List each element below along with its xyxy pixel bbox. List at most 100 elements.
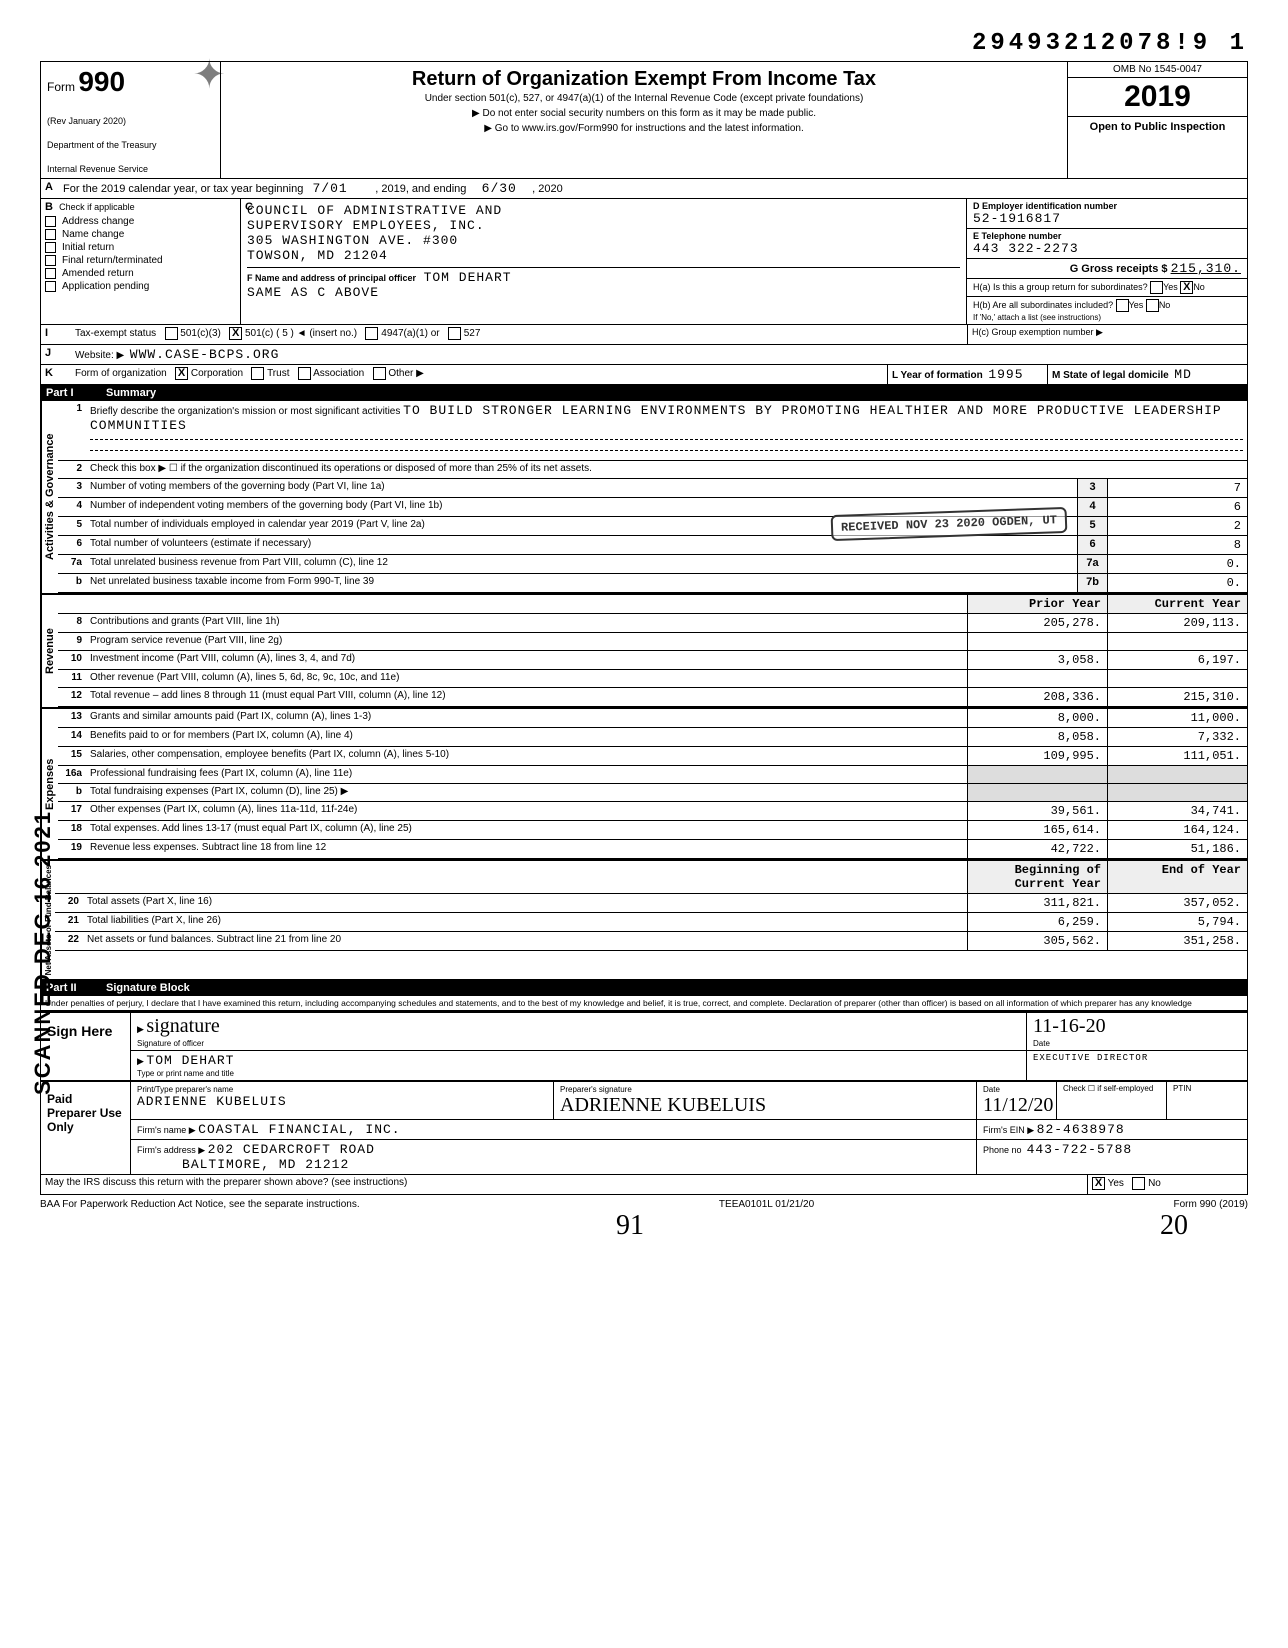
officer-signature: signature [146,1015,219,1037]
line-b-desc: Total fundraising expenses (Part IX, col… [86,784,967,801]
line-7a-cell: 7a [1077,555,1107,573]
firm-addr-label: Firm's address ▶ [137,1145,205,1155]
instruction-line-1: ▶ Do not enter social security numbers o… [229,108,1059,119]
org-addr-2: TOWSON, MD 21204 [247,248,960,263]
label-c: C [245,201,253,213]
ha-yes: Yes [1163,282,1178,292]
firm-addr-1: 202 CEDARCROFT ROAD [208,1142,375,1157]
dept-treasury: Department of the Treasury [47,140,214,150]
checkbox-initial-return[interactable] [45,242,56,253]
label-e: E Telephone number [973,231,1241,241]
line-12-prior: 208,336. [967,688,1107,706]
part-1-title: Summary [106,387,156,399]
part-2-title: Signature Block [106,982,190,994]
hb-no: No [1159,300,1171,310]
ptin-label: PTIN [1167,1082,1247,1119]
line-21-desc: Total liabilities (Part X, line 26) [83,913,967,931]
paid-preparer-block: Paid Preparer Use Only Print/Type prepar… [40,1081,1248,1175]
mission-label: Briefly describe the organization's miss… [90,406,400,417]
yof: 1995 [988,367,1023,382]
line-9-prior [967,633,1107,650]
form-of-org-label: Form of organization [75,368,167,379]
label-j: J [41,345,71,364]
line-17-current: 34,741. [1107,802,1247,820]
cb-trust[interactable] [251,367,264,380]
line-9-desc: Program service revenue (Part VIII, line… [86,633,967,650]
ha-yes-box[interactable] [1150,281,1163,294]
line-1-num: 1 [58,401,86,460]
ha-no-box[interactable]: X [1180,281,1193,294]
dom-label: M State of legal domicile [1052,370,1169,381]
cb-501c[interactable]: X [229,327,242,340]
cb-assoc[interactable] [298,367,311,380]
line-15-current: 111,051. [1107,747,1247,765]
discuss-yes-box[interactable]: X [1092,1177,1105,1190]
line-16a-prior [967,766,1107,783]
line-17-num: 17 [58,802,86,820]
cb-label-4: Amended return [62,268,134,279]
omb-number: OMB No 1545-0047 [1068,62,1247,78]
line-14-current: 7,332. [1107,728,1247,746]
line-4-val: 6 [1107,498,1247,516]
baa-notice: BAA For Paperwork Reduction Act Notice, … [40,1199,360,1210]
opt-527: 527 [464,328,481,339]
line-16a-num: 16a [58,766,86,783]
col-end-year: End of Year [1107,861,1247,893]
checkbox-name-change[interactable] [45,229,56,240]
cb-4947[interactable] [365,327,378,340]
line-8-prior: 205,278. [967,614,1107,632]
line-10-prior: 3,058. [967,651,1107,669]
line-3-cell: 3 [1077,479,1107,497]
check-if-applicable: Check if applicable [59,202,135,212]
label-f: F Name and address of principal officer [247,273,416,283]
self-employed-check: Check ☐ if self-employed [1057,1082,1167,1119]
line-17-desc: Other expenses (Part IX, column (A), lin… [86,802,967,820]
cb-other[interactable] [373,367,386,380]
part-1-num: Part I [46,387,106,399]
line-18-prior: 165,614. [967,821,1107,839]
line-4-cell: 4 [1077,498,1107,516]
line-10-current: 6,197. [1107,651,1247,669]
discuss-no-box[interactable] [1132,1177,1145,1190]
irs-seal-icon: ✦ [192,52,226,98]
instruction-line-2: ▶ Go to www.irs.gov/Form990 for instruct… [229,123,1059,134]
cb-501c3[interactable] [165,327,178,340]
label-d: D Employer identification number [973,201,1241,211]
sign-here-block: Sign Here ▶ signatureSignature of office… [40,1011,1248,1081]
line-17-prior: 39,561. [967,802,1107,820]
checkbox-final-return[interactable] [45,255,56,266]
hb-yes: Yes [1129,300,1144,310]
line-7b-desc: Net unrelated business taxable income fr… [86,574,1077,592]
hb-yes-box[interactable] [1116,299,1129,312]
cb-527[interactable] [448,327,461,340]
form-title: Return of Organization Exempt From Incom… [229,68,1059,91]
checkbox-address-change[interactable] [45,216,56,227]
discuss-question: May the IRS discuss this return with the… [41,1175,1087,1194]
line-20-prior: 311,821. [967,894,1107,912]
cb-corp[interactable]: X [175,367,188,380]
line-7b-cell: 7b [1077,574,1107,592]
line-19-current: 51,186. [1107,840,1247,858]
line-7a-desc: Total unrelated business revenue from Pa… [86,555,1077,573]
hb-no-box[interactable] [1146,299,1159,312]
line-12-current: 215,310. [1107,688,1247,706]
tab-revenue: Revenue [41,595,58,707]
checkbox-application-pending[interactable] [45,281,56,292]
line-b-current [1107,784,1247,801]
line-9-current [1107,633,1247,650]
officer-printed-name: TOM DEHART [146,1053,234,1068]
line-22-desc: Net assets or fund balances. Subtract li… [83,932,967,950]
tax-year: 2019 [1068,78,1247,117]
phone: 443 322-2273 [973,241,1241,256]
line-2-desc: Check this box ▶ ☐ if the organization d… [86,461,1247,478]
hb-note: If 'No,' attach a list (see instructions… [973,313,1101,322]
sig-label: Signature of officer [137,1039,204,1048]
line-20-num: 20 [55,894,83,912]
paid-preparer-label: Paid Preparer Use Only [41,1082,131,1174]
checkbox-amended[interactable] [45,268,56,279]
line-13-num: 13 [58,709,86,727]
line-10-desc: Investment income (Part VIII, column (A)… [86,651,967,669]
label-i: I [41,325,71,344]
line-16a-current [1107,766,1247,783]
opt-4947: 4947(a)(1) or [381,328,439,339]
